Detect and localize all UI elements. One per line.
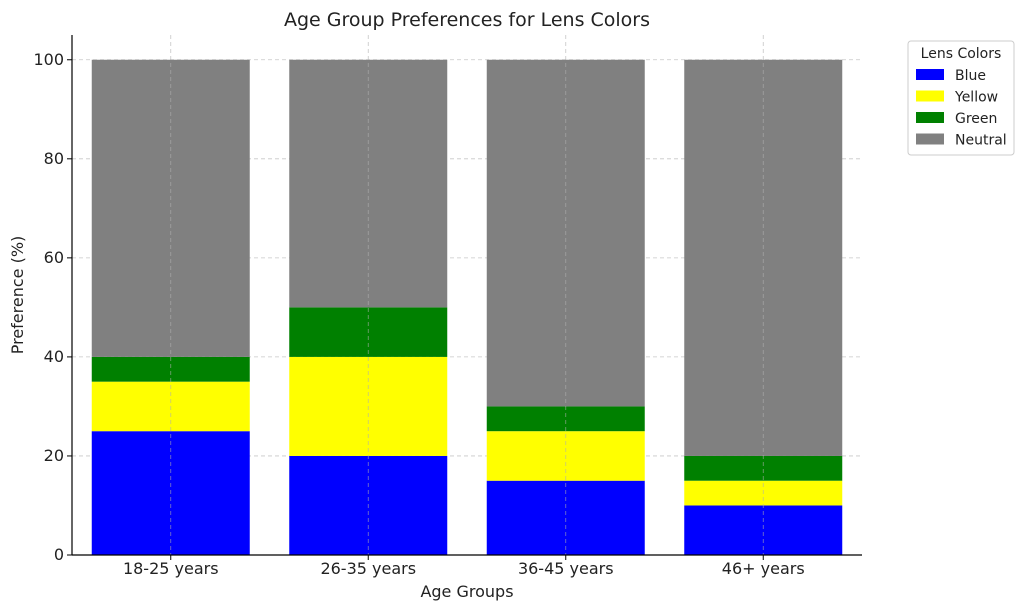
y-tick-label: 100 <box>33 50 64 69</box>
x-axis-label: Age Groups <box>420 582 513 601</box>
y-axis-label: Preference (%) <box>8 236 27 355</box>
bars <box>91 35 843 555</box>
x-tick-label: 18-25 years <box>123 559 219 578</box>
legend-swatch-yellow <box>916 90 944 102</box>
legend-swatch-green <box>916 112 944 123</box>
y-tick-label: 60 <box>44 248 64 267</box>
bar-segment-green <box>91 356 250 382</box>
legend-label-blue: Blue <box>955 68 986 84</box>
legend: Lens Colors Blue Yellow Green Neutral <box>907 40 1015 156</box>
y-tick-label: 20 <box>44 446 64 465</box>
legend-label-neutral: Neutral <box>955 133 1007 149</box>
legend-swatch-blue <box>916 69 944 80</box>
x-tick-label: 46+ years <box>722 559 805 578</box>
tick-labels: 0 20 40 60 80 100 18-25 years 26-35 years 36-45 … <box>33 50 804 578</box>
legend-swatch-neutral <box>916 133 944 145</box>
y-tick-label: 80 <box>44 149 64 168</box>
bar-segment-neutral <box>91 59 250 357</box>
y-tick-label: 40 <box>44 347 64 366</box>
x-tick-label: 36-45 years <box>518 559 614 578</box>
x-tick-label: 26-35 years <box>320 559 416 578</box>
legend-title: Lens Colors <box>921 46 1002 62</box>
bar-segment-neutral <box>684 59 843 456</box>
legend-label-yellow: Yellow <box>954 90 998 106</box>
legend-label-green: Green <box>955 111 997 127</box>
axes <box>71 35 862 556</box>
y-tick-label: 0 <box>54 545 64 564</box>
chart-title: Age Group Preferences for Lens Colors <box>284 9 650 31</box>
